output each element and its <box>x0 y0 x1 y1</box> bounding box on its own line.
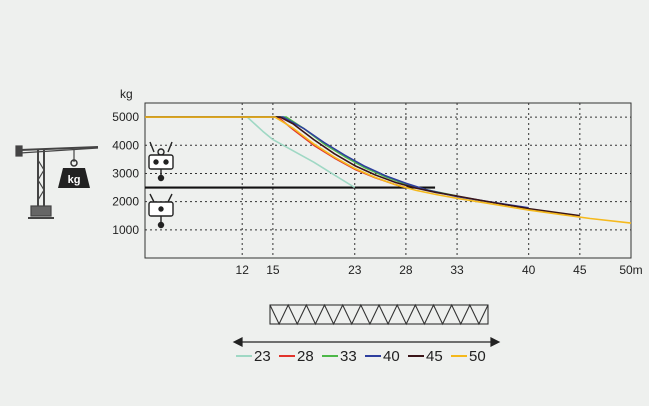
series-line-28 <box>145 116 407 189</box>
y-tick-label: 3000 <box>112 166 139 180</box>
weight-icon: kg <box>58 159 90 188</box>
legend-label-45: 45 <box>426 348 443 365</box>
x-tick-label: 23 <box>348 263 362 277</box>
y-tick-label: 4000 <box>112 138 139 152</box>
x-tick-label: 28 <box>399 263 413 277</box>
y-tick-label: 1000 <box>112 223 139 237</box>
y-tick-label: 5000 <box>112 110 139 124</box>
x-tick-label: 45 <box>573 263 587 277</box>
x-tick-label: 15 <box>266 263 280 277</box>
series-line-45 <box>145 116 580 217</box>
y-tick-label: 2000 <box>112 195 139 209</box>
plot-area <box>144 102 632 259</box>
series-line-40 <box>145 116 529 209</box>
double-arrow-icon <box>232 337 501 347</box>
grid <box>145 103 632 258</box>
series-line-23 <box>145 116 356 189</box>
legend-label-50: 50 <box>469 348 486 365</box>
y-axis-ticks: 1000 2000 3000 4000 5000 <box>112 110 139 237</box>
series-line-50 <box>145 116 632 224</box>
weight-label: kg <box>68 174 81 186</box>
x-axis-ticks: 12 15 23 28 33 40 45 50m <box>236 263 643 277</box>
y-axis-label: kg <box>120 87 133 101</box>
legend-label-33: 33 <box>340 348 357 365</box>
legend: 23 28 33 40 45 50 <box>236 348 486 365</box>
x-tick-label: 33 <box>450 263 464 277</box>
legend-label-28: 28 <box>297 348 314 365</box>
hook-four-fall-icon <box>148 141 174 182</box>
hook-two-fall-icon <box>148 193 174 229</box>
x-tick-label: 40 <box>522 263 536 277</box>
series-lines <box>145 116 632 224</box>
tower-crane-icon <box>15 145 99 219</box>
legend-label-40: 40 <box>383 348 400 365</box>
x-tick-label: 12 <box>236 263 250 277</box>
x-tick-label: 50m <box>619 263 642 277</box>
jib-truss-icon <box>269 303 489 326</box>
legend-label-23: 23 <box>254 348 271 365</box>
